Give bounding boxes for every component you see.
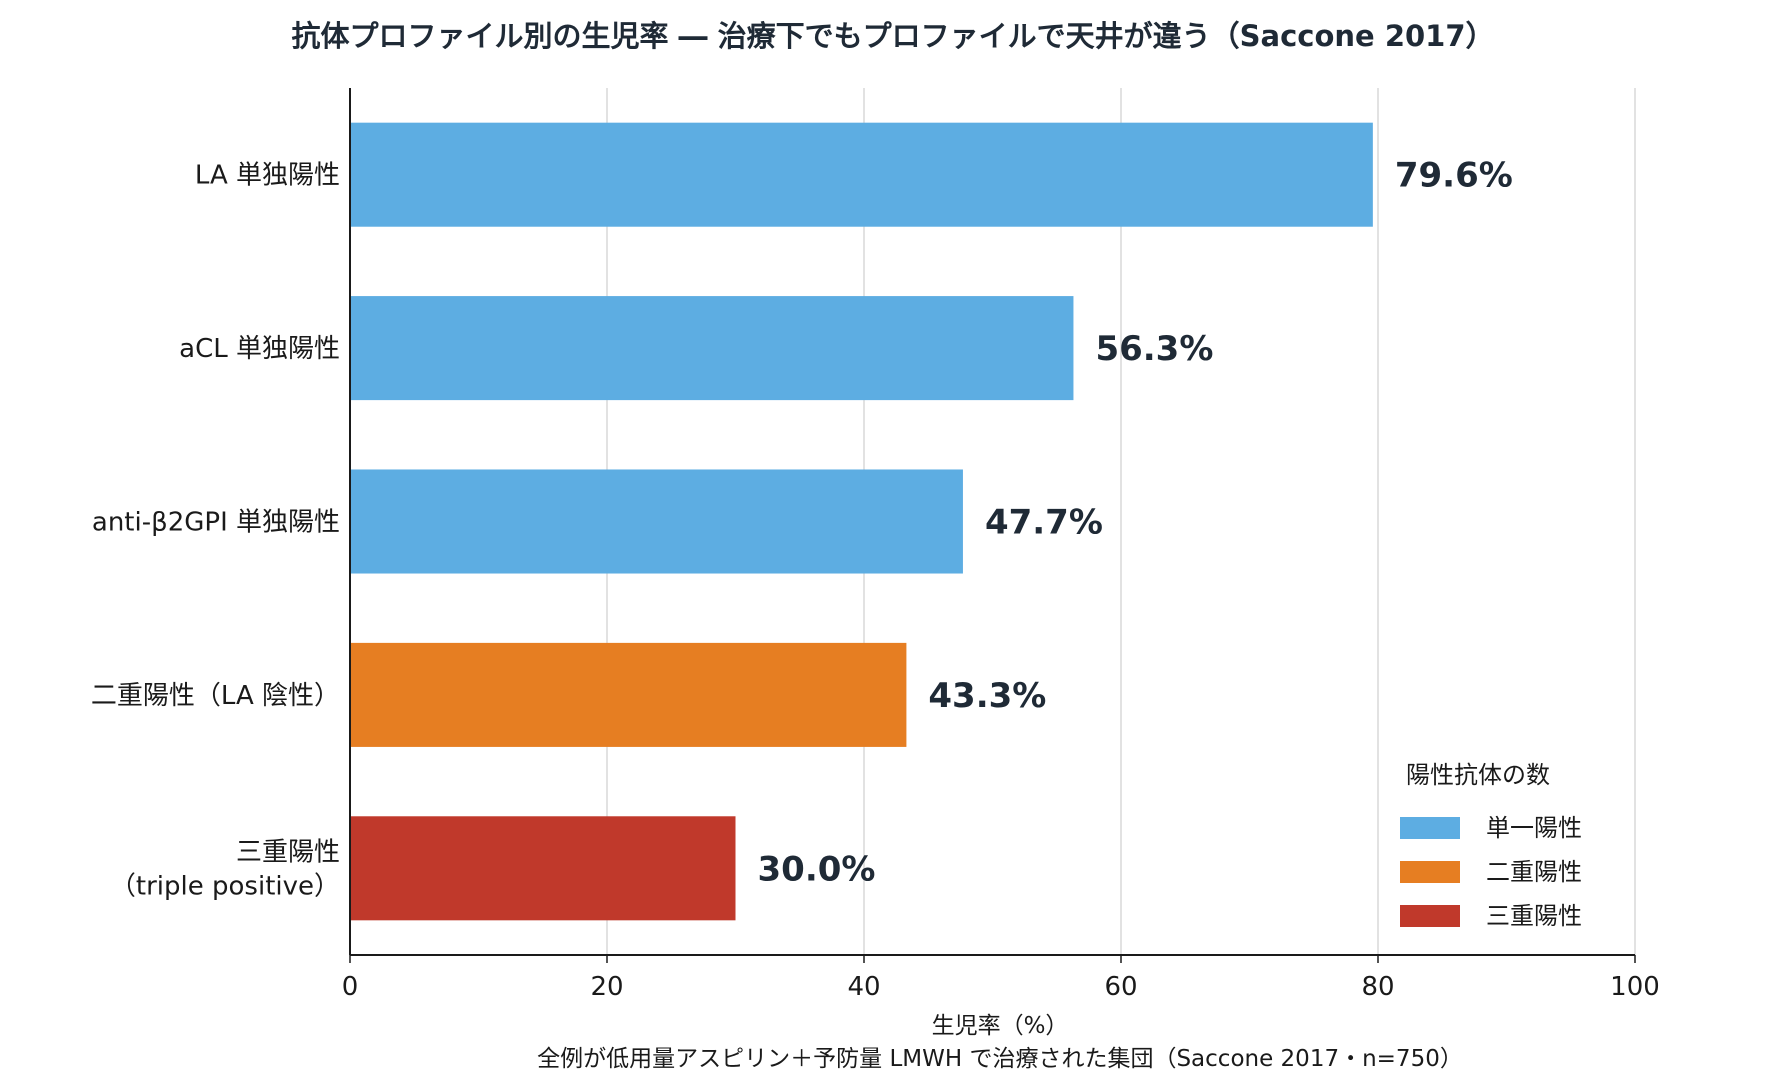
- category-label: aCL 単独陽性: [179, 334, 340, 364]
- bar: [350, 642, 907, 747]
- x-tick-label: 40: [847, 972, 880, 1002]
- data-label: 30.0%: [758, 849, 876, 889]
- legend-swatch: [1400, 905, 1460, 927]
- category-label: anti-β2GPI 単独陽性: [92, 508, 340, 538]
- data-label: 79.6%: [1395, 156, 1513, 196]
- category-label: LA 単独陽性: [195, 161, 340, 191]
- x-axis-title: 生児率（%）: [932, 1013, 1069, 1039]
- legend-label: 二重陽性: [1486, 858, 1582, 886]
- data-label: 56.3%: [1095, 329, 1213, 369]
- legend-swatch: [1400, 817, 1460, 839]
- category-label: （triple positive）: [110, 871, 340, 901]
- axes: 0 20 40 60 80 100 LA 単独陽性 aCL 単独陽性 anti-β2GPI 単独…: [91, 88, 1660, 1002]
- x-tick-label: 100: [1610, 972, 1660, 1002]
- bar: [350, 469, 963, 574]
- chart-title: 抗体プロファイル別の生児率 ― 治療下でもプロファイルで天井が違う（Saccon…: [291, 19, 1494, 53]
- x-axis-note: 全例が低用量アスピリン＋予防量 LMWH で治療された集団（Saccone 20…: [537, 1046, 1463, 1072]
- data-label: 43.3%: [928, 676, 1046, 716]
- legend-title: 陽性抗体の数: [1406, 761, 1550, 789]
- x-tick-label: 20: [590, 972, 623, 1002]
- bar: [350, 122, 1373, 227]
- x-tick-label: 60: [1104, 972, 1137, 1002]
- data-label: 47.7%: [985, 503, 1103, 543]
- x-tick-label: 0: [342, 972, 359, 1002]
- bar: [350, 296, 1074, 401]
- bars: 79.6% 56.3% 47.7% 43.3% 30.0%: [350, 122, 1513, 921]
- bar: [350, 816, 736, 921]
- category-label: 三重陽性: [236, 837, 340, 867]
- category-label: 二重陽性（LA 陰性）: [91, 681, 340, 711]
- legend-label: 単一陽性: [1486, 814, 1582, 842]
- legend-label: 三重陽性: [1486, 902, 1582, 930]
- legend-swatch: [1400, 861, 1460, 883]
- x-tick-label: 80: [1361, 972, 1394, 1002]
- grid-lines: [606, 88, 1636, 955]
